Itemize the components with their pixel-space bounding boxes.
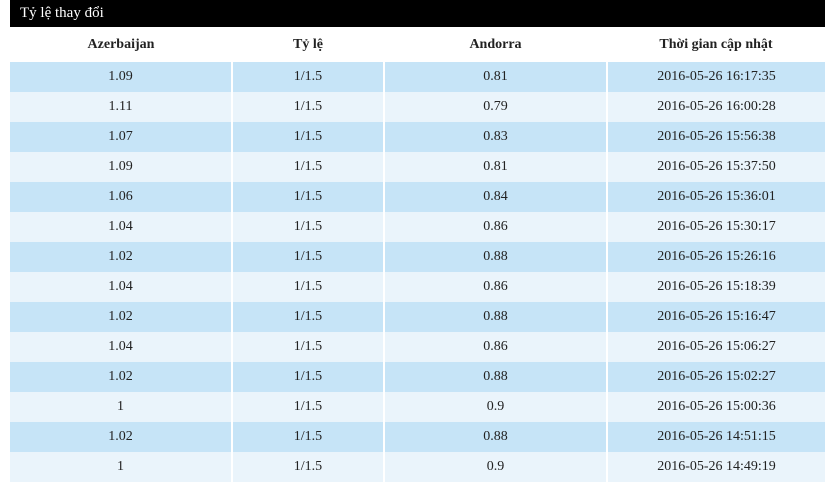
ratio-cell: 1/1.5 — [231, 212, 384, 242]
andorra-cell: 0.86 — [383, 332, 607, 362]
ratio-cell: 1/1.5 — [231, 332, 384, 362]
column-header-update-time: Thời gian cập nhật — [607, 27, 825, 62]
azerbaijan-cell: 1.07 — [10, 122, 232, 152]
andorra-cell: 0.81 — [383, 62, 607, 92]
table-row: 1.02 1/1.5 0.88 2016-05-26 14:51:15 — [10, 422, 825, 452]
ratio-cell: 1/1.5 — [231, 182, 384, 212]
table-row: 1 1/1.5 0.9 2016-05-26 15:00:36 — [10, 392, 825, 422]
table-row: 1.02 1/1.5 0.88 2016-05-26 15:02:27 — [10, 362, 825, 392]
azerbaijan-cell: 1.02 — [10, 242, 232, 272]
andorra-cell: 0.83 — [383, 122, 607, 152]
update-time-cell: 2016-05-26 15:06:27 — [606, 332, 825, 362]
table-row: 1.02 1/1.5 0.88 2016-05-26 15:16:47 — [10, 302, 825, 332]
update-time-cell: 2016-05-26 14:51:15 — [606, 422, 825, 452]
update-time-cell: 2016-05-26 15:36:01 — [606, 182, 825, 212]
update-time-cell: 2016-05-26 14:49:19 — [606, 452, 825, 482]
andorra-cell: 0.9 — [383, 392, 607, 422]
azerbaijan-cell: 1.04 — [10, 212, 232, 242]
andorra-cell: 0.88 — [383, 242, 607, 272]
andorra-cell: 0.88 — [383, 302, 607, 332]
ratio-cell: 1/1.5 — [231, 362, 384, 392]
table-row: 1.04 1/1.5 0.86 2016-05-26 15:30:17 — [10, 212, 825, 242]
azerbaijan-cell: 1.04 — [10, 272, 232, 302]
table-row: 1.07 1/1.5 0.83 2016-05-26 15:56:38 — [10, 122, 825, 152]
azerbaijan-cell: 1.11 — [10, 92, 232, 122]
azerbaijan-cell: 1.02 — [10, 302, 232, 332]
update-time-cell: 2016-05-26 15:30:17 — [606, 212, 825, 242]
section-title: Tỷ lệ thay đổi — [10, 0, 825, 27]
ratio-cell: 1/1.5 — [231, 152, 384, 182]
odds-change-table: Azerbaijan Tỷ lệ Andorra Thời gian cập n… — [10, 27, 825, 482]
column-header-azerbaijan: Azerbaijan — [10, 27, 232, 62]
ratio-cell: 1/1.5 — [231, 242, 384, 272]
andorra-cell: 0.86 — [383, 272, 607, 302]
table-row: 1.02 1/1.5 0.88 2016-05-26 15:26:16 — [10, 242, 825, 272]
ratio-cell: 1/1.5 — [231, 392, 384, 422]
azerbaijan-cell: 1.09 — [10, 152, 232, 182]
azerbaijan-cell: 1 — [10, 392, 232, 422]
ratio-cell: 1/1.5 — [231, 422, 384, 452]
column-header-ratio: Tỷ lệ — [232, 27, 384, 62]
update-time-cell: 2016-05-26 15:00:36 — [606, 392, 825, 422]
table-row: 1 1/1.5 0.9 2016-05-26 14:49:19 — [10, 452, 825, 482]
update-time-cell: 2016-05-26 16:17:35 — [606, 62, 825, 92]
update-time-cell: 2016-05-26 15:56:38 — [606, 122, 825, 152]
update-time-cell: 2016-05-26 15:18:39 — [606, 272, 825, 302]
update-time-cell: 2016-05-26 15:37:50 — [606, 152, 825, 182]
update-time-cell: 2016-05-26 16:00:28 — [606, 92, 825, 122]
update-time-cell: 2016-05-26 15:26:16 — [606, 242, 825, 272]
azerbaijan-cell: 1.09 — [10, 62, 232, 92]
andorra-cell: 0.9 — [383, 452, 607, 482]
update-time-cell: 2016-05-26 15:16:47 — [606, 302, 825, 332]
table-row: 1.04 1/1.5 0.86 2016-05-26 15:06:27 — [10, 332, 825, 362]
ratio-cell: 1/1.5 — [231, 272, 384, 302]
ratio-cell: 1/1.5 — [231, 302, 384, 332]
ratio-cell: 1/1.5 — [231, 452, 384, 482]
ratio-cell: 1/1.5 — [231, 122, 384, 152]
andorra-cell: 0.79 — [383, 92, 607, 122]
azerbaijan-cell: 1.02 — [10, 422, 232, 452]
andorra-cell: 0.88 — [383, 362, 607, 392]
azerbaijan-cell: 1 — [10, 452, 232, 482]
andorra-cell: 0.86 — [383, 212, 607, 242]
andorra-cell: 0.84 — [383, 182, 607, 212]
azerbaijan-cell: 1.02 — [10, 362, 232, 392]
azerbaijan-cell: 1.04 — [10, 332, 232, 362]
azerbaijan-cell: 1.06 — [10, 182, 232, 212]
andorra-cell: 0.88 — [383, 422, 607, 452]
ratio-cell: 1/1.5 — [231, 62, 384, 92]
ratio-cell: 1/1.5 — [231, 92, 384, 122]
table-row: 1.04 1/1.5 0.86 2016-05-26 15:18:39 — [10, 272, 825, 302]
andorra-cell: 0.81 — [383, 152, 607, 182]
table-header-row: Azerbaijan Tỷ lệ Andorra Thời gian cập n… — [10, 27, 825, 62]
table-row: 1.11 1/1.5 0.79 2016-05-26 16:00:28 — [10, 92, 825, 122]
column-header-andorra: Andorra — [384, 27, 607, 62]
table-row: 1.09 1/1.5 0.81 2016-05-26 16:17:35 — [10, 62, 825, 92]
update-time-cell: 2016-05-26 15:02:27 — [606, 362, 825, 392]
table-row: 1.06 1/1.5 0.84 2016-05-26 15:36:01 — [10, 182, 825, 212]
table-row: 1.09 1/1.5 0.81 2016-05-26 15:37:50 — [10, 152, 825, 182]
